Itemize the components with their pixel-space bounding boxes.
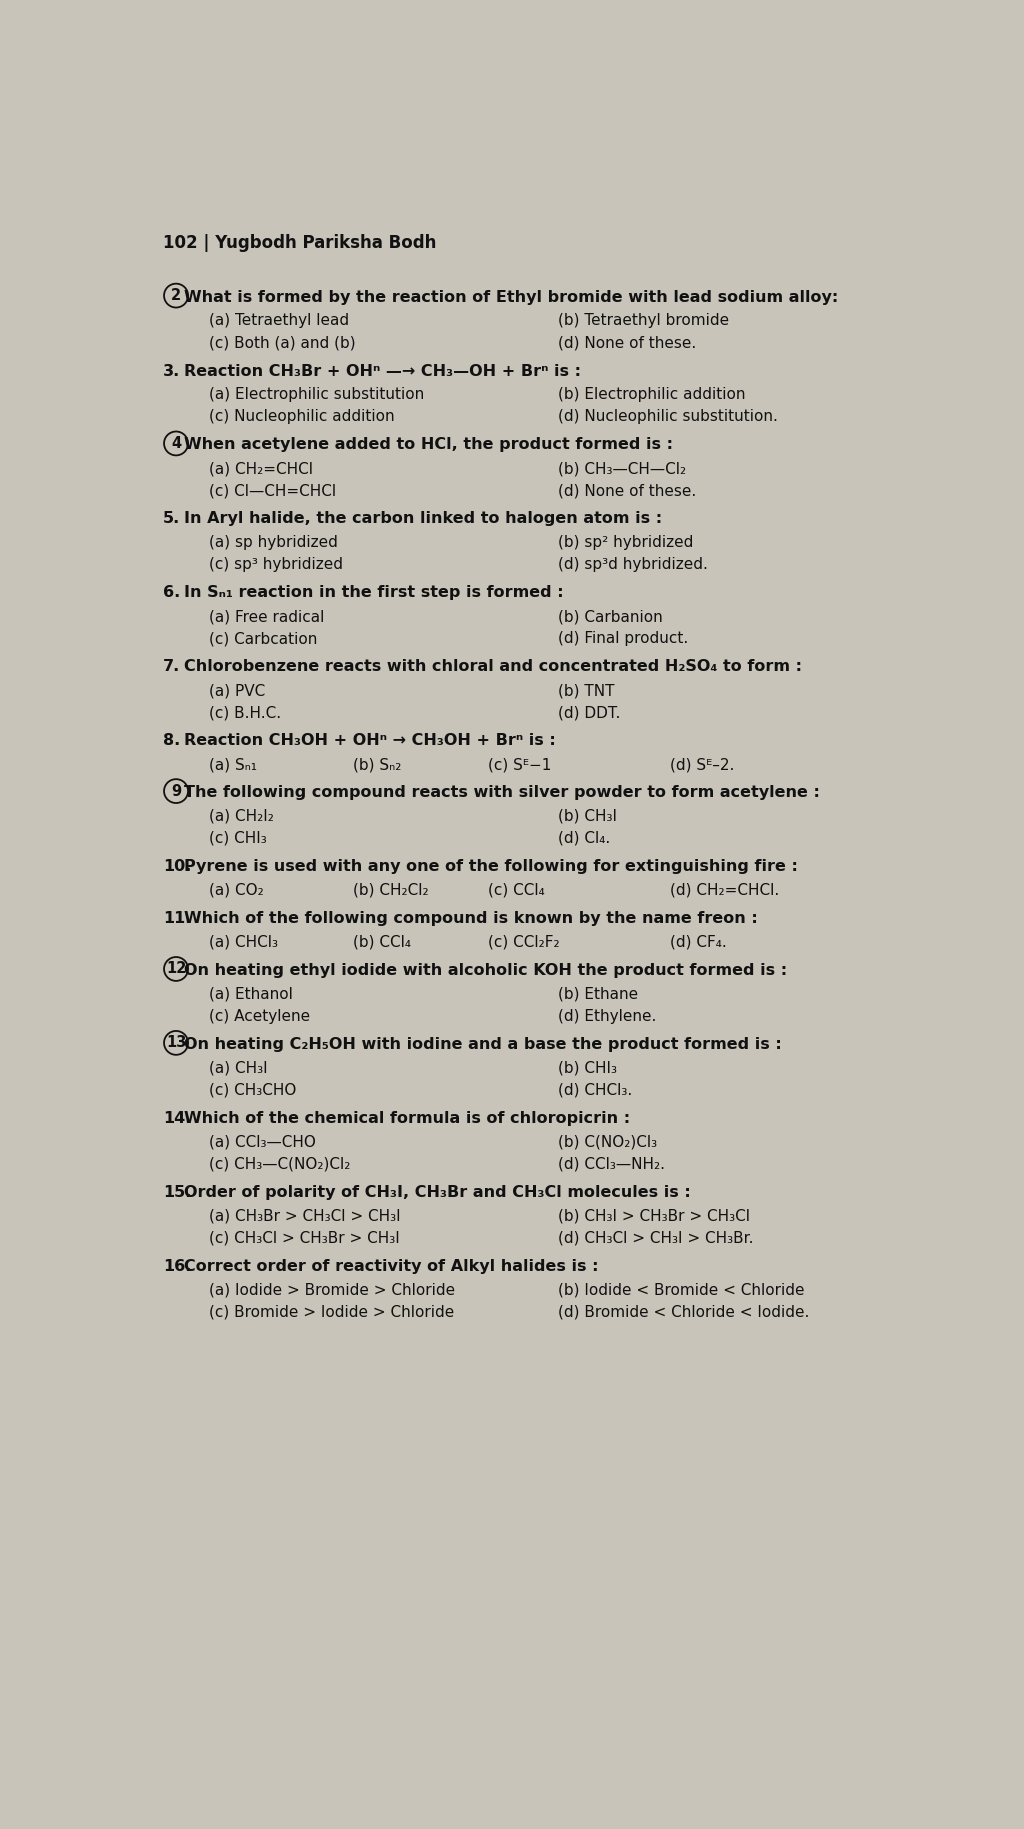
Text: (d) sp³d hybridized.: (d) sp³d hybridized. (558, 558, 708, 572)
Text: (b) sp² hybridized: (b) sp² hybridized (558, 536, 693, 551)
Text: (d) CHCl₃.: (d) CHCl₃. (558, 1083, 633, 1097)
Text: (a) CH₃Br > CH₃Cl > CH₃I: (a) CH₃Br > CH₃Cl > CH₃I (209, 1209, 401, 1224)
Text: (b) Iodide < Bromide < Chloride: (b) Iodide < Bromide < Chloride (558, 1282, 805, 1297)
Text: (d) None of these.: (d) None of these. (558, 335, 696, 351)
Text: 10.: 10. (163, 860, 191, 874)
Text: (c) Carbcation: (c) Carbcation (209, 631, 317, 646)
Text: 2: 2 (171, 289, 181, 304)
Text: (c) Both (a) and (b): (c) Both (a) and (b) (209, 335, 356, 351)
Text: (d) Sᴱ–2.: (d) Sᴱ–2. (671, 757, 735, 772)
Text: 14.: 14. (163, 1110, 191, 1127)
Text: In Aryl halide, the carbon linked to halogen atom is :: In Aryl halide, the carbon linked to hal… (183, 512, 662, 527)
Text: (d) None of these.: (d) None of these. (558, 483, 696, 497)
Text: (c) CHI₃: (c) CHI₃ (209, 830, 267, 847)
Text: (d) CH₃Cl > CH₃I > CH₃Br.: (d) CH₃Cl > CH₃I > CH₃Br. (558, 1231, 754, 1246)
Text: In Sₙ₁ reaction in the first step is formed :: In Sₙ₁ reaction in the first step is for… (183, 585, 563, 600)
Text: (d) CF₄.: (d) CF₄. (671, 935, 727, 949)
Text: (b) CCl₄: (b) CCl₄ (352, 935, 411, 949)
Text: (c) Acetylene: (c) Acetylene (209, 1010, 310, 1024)
Text: (a) CH₃I: (a) CH₃I (209, 1061, 268, 1075)
Text: (a) CCl₃—CHO: (a) CCl₃—CHO (209, 1134, 316, 1150)
Text: (c) CH₃CHO: (c) CH₃CHO (209, 1083, 297, 1097)
Text: What is formed by the reaction of Ethyl bromide with lead sodium alloy:: What is formed by the reaction of Ethyl … (183, 289, 838, 305)
Text: 102 | Yugbodh Pariksha Bodh: 102 | Yugbodh Pariksha Bodh (163, 234, 436, 252)
Text: On heating ethyl iodide with alcoholic KOH the product formed is :: On heating ethyl iodide with alcoholic K… (183, 964, 786, 979)
Text: (b) C(NO₂)Cl₃: (b) C(NO₂)Cl₃ (558, 1134, 657, 1150)
Text: (a) Tetraethyl lead: (a) Tetraethyl lead (209, 313, 349, 329)
Text: (c) CH₃Cl > CH₃Br > CH₃I: (c) CH₃Cl > CH₃Br > CH₃I (209, 1231, 400, 1246)
Text: 3.: 3. (163, 364, 180, 379)
Text: 12: 12 (166, 962, 186, 977)
Text: 9: 9 (171, 783, 181, 799)
Text: (d) Final product.: (d) Final product. (558, 631, 688, 646)
Text: (d) CH₂=CHCl.: (d) CH₂=CHCl. (671, 883, 779, 898)
Text: (c) Sᴱ−1: (c) Sᴱ−1 (488, 757, 552, 772)
Text: (b) CH₂Cl₂: (b) CH₂Cl₂ (352, 883, 428, 898)
Text: (d) Ethylene.: (d) Ethylene. (558, 1010, 656, 1024)
Text: (c) CH₃—C(NO₂)Cl₂: (c) CH₃—C(NO₂)Cl₂ (209, 1156, 351, 1172)
Text: (b) CH₃I: (b) CH₃I (558, 808, 617, 825)
Text: (d) Bromide < Chloride < Iodide.: (d) Bromide < Chloride < Iodide. (558, 1304, 810, 1319)
Text: Correct order of reactivity of Alkyl halides is :: Correct order of reactivity of Alkyl hal… (183, 1258, 598, 1273)
Text: (a) CH₂=CHCl: (a) CH₂=CHCl (209, 461, 313, 476)
Text: (a) CH₂I₂: (a) CH₂I₂ (209, 808, 274, 825)
Text: (b) CH₃—CH—Cl₂: (b) CH₃—CH—Cl₂ (558, 461, 686, 476)
Text: On heating C₂H₅OH with iodine and a base the product formed is :: On heating C₂H₅OH with iodine and a base… (183, 1037, 781, 1052)
Text: (d) CCl₃—NH₂.: (d) CCl₃—NH₂. (558, 1156, 666, 1172)
Text: (a) sp hybridized: (a) sp hybridized (209, 536, 338, 551)
Text: (b) CH₃I > CH₃Br > CH₃Cl: (b) CH₃I > CH₃Br > CH₃Cl (558, 1209, 751, 1224)
Text: 13: 13 (166, 1035, 186, 1050)
Text: (a) Electrophilic substitution: (a) Electrophilic substitution (209, 388, 425, 402)
Text: Order of polarity of CH₃I, CH₃Br and CH₃Cl molecules is :: Order of polarity of CH₃I, CH₃Br and CH₃… (183, 1185, 690, 1200)
Text: Which of the following compound is known by the name freon :: Which of the following compound is known… (183, 911, 758, 925)
Text: (c) CCl₂F₂: (c) CCl₂F₂ (488, 935, 560, 949)
Text: Chlorobenzene reacts with chloral and concentrated H₂SO₄ to form :: Chlorobenzene reacts with chloral and co… (183, 658, 802, 675)
Text: (c) Cl—CH=CHCl: (c) Cl—CH=CHCl (209, 483, 337, 497)
Text: (a) PVC: (a) PVC (209, 682, 265, 699)
Text: 5.: 5. (163, 512, 180, 527)
Text: (c) CCl₄: (c) CCl₄ (488, 883, 545, 898)
Text: 7.: 7. (163, 658, 180, 675)
Text: Reaction CH₃OH + OHⁿ → CH₃OH + Brⁿ is :: Reaction CH₃OH + OHⁿ → CH₃OH + Brⁿ is : (183, 733, 556, 748)
Text: 15.: 15. (163, 1185, 191, 1200)
Text: 6.: 6. (163, 585, 180, 600)
Text: The following compound reacts with silver powder to form acetylene :: The following compound reacts with silve… (183, 785, 819, 799)
Text: (d) Cl₄.: (d) Cl₄. (558, 830, 610, 847)
Text: (c) B.H.C.: (c) B.H.C. (209, 704, 282, 721)
Text: (d) DDT.: (d) DDT. (558, 704, 621, 721)
Text: (a) Iodide > Bromide > Chloride: (a) Iodide > Bromide > Chloride (209, 1282, 456, 1297)
Text: 11.: 11. (163, 911, 191, 925)
Text: (b) TNT: (b) TNT (558, 682, 614, 699)
Text: (b) Sₙ₂: (b) Sₙ₂ (352, 757, 401, 772)
Text: (a) CHCl₃: (a) CHCl₃ (209, 935, 279, 949)
Text: 4: 4 (171, 435, 181, 452)
Text: (a) Free radical: (a) Free radical (209, 609, 325, 624)
Text: (c) Bromide > Iodide > Chloride: (c) Bromide > Iodide > Chloride (209, 1304, 455, 1319)
Text: 8.: 8. (163, 733, 180, 748)
Text: Reaction CH₃Br + OHⁿ —→ CH₃—OH + Brⁿ is :: Reaction CH₃Br + OHⁿ —→ CH₃—OH + Brⁿ is … (183, 364, 581, 379)
Text: (b) CHI₃: (b) CHI₃ (558, 1061, 617, 1075)
Text: Pyrene is used with any one of the following for extinguishing fire :: Pyrene is used with any one of the follo… (183, 860, 798, 874)
Text: (a) Ethanol: (a) Ethanol (209, 988, 293, 1002)
Text: When acetylene added to HCl, the product formed is :: When acetylene added to HCl, the product… (183, 437, 673, 452)
Text: (c) sp³ hybridized: (c) sp³ hybridized (209, 558, 343, 572)
Text: Which of the chemical formula is of chloropicrin :: Which of the chemical formula is of chlo… (183, 1110, 630, 1127)
Text: (a) Sₙ₁: (a) Sₙ₁ (209, 757, 257, 772)
Text: (c) Nucleophilic addition: (c) Nucleophilic addition (209, 410, 395, 424)
Text: 16.: 16. (163, 1258, 191, 1273)
Text: (a) CO₂: (a) CO₂ (209, 883, 264, 898)
Text: (b) Electrophilic addition: (b) Electrophilic addition (558, 388, 745, 402)
Text: (b) Ethane: (b) Ethane (558, 988, 638, 1002)
Text: (b) Tetraethyl bromide: (b) Tetraethyl bromide (558, 313, 729, 329)
Text: (d) Nucleophilic substitution.: (d) Nucleophilic substitution. (558, 410, 778, 424)
Text: (b) Carbanion: (b) Carbanion (558, 609, 663, 624)
